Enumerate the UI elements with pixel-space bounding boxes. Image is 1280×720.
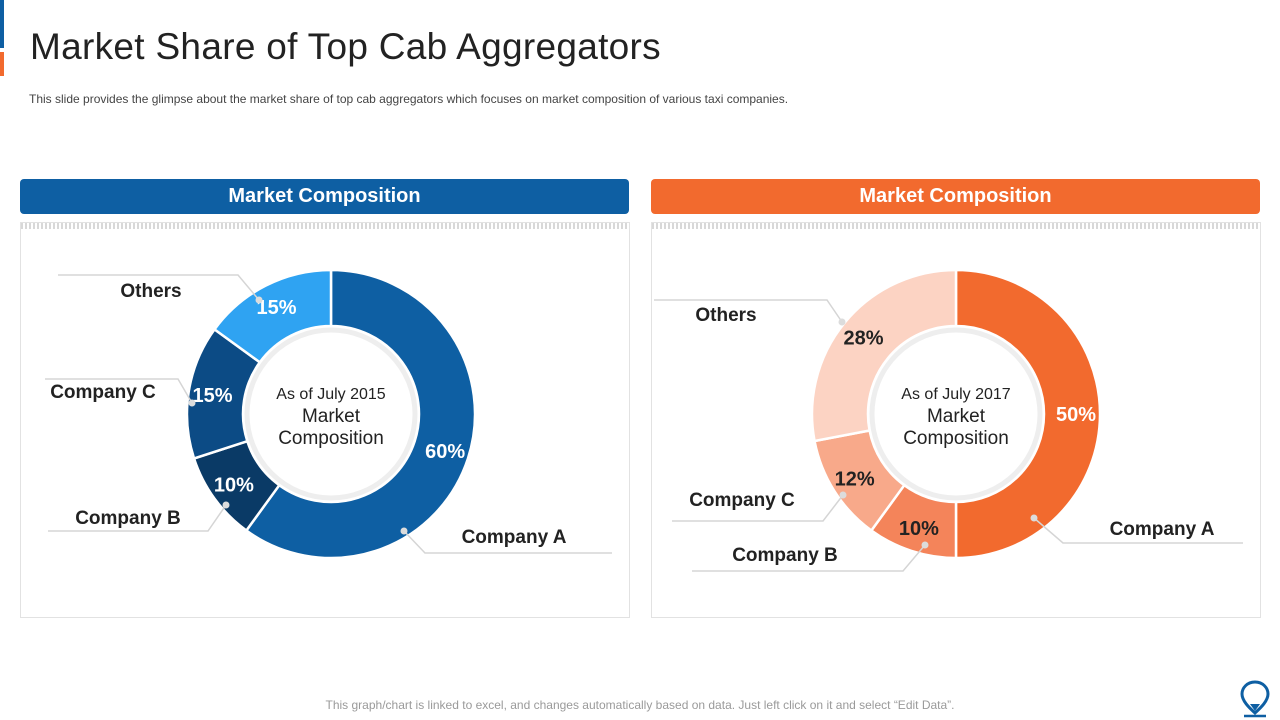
donut-2015-center [244, 327, 418, 501]
donut-2017-center-text: Market [927, 406, 986, 427]
panel-header-2017: Market Composition [651, 179, 1260, 214]
donut-2017-leader-dot [1030, 514, 1038, 522]
page-subtitle: This slide provides the glimpse about th… [29, 92, 789, 106]
donut-2015-category-label: Company C [50, 382, 156, 403]
donut-2017-leader-dot [921, 541, 929, 549]
donut-2017-category-label: Company A [1110, 519, 1215, 540]
panel-header-2015: Market Composition [20, 179, 629, 214]
footer-note: This graph/chart is linked to excel, and… [325, 698, 955, 712]
donut-2017-value-label: 12% [835, 468, 875, 490]
panel-stripe [21, 223, 629, 229]
donut-2015-leader-dot [222, 501, 230, 509]
donut-2017-center [869, 327, 1043, 501]
donut-2017-leader-line [654, 299, 843, 323]
donut-2017-leader-dot [839, 491, 847, 499]
donut-2017-value-label: 50% [1056, 404, 1096, 426]
donut-2017-center-text: Composition [903, 428, 1009, 449]
chart-panel-2015 [20, 222, 630, 618]
donut-2015-value-label: 15% [257, 297, 297, 319]
donut-2015-leader-line [58, 274, 260, 301]
donut-2015-category-label: Others [120, 281, 181, 302]
donut-2017-leader-line [692, 544, 926, 572]
donut-2017-category-label: Company C [689, 490, 795, 511]
donut-2015-leader-dot [400, 527, 408, 535]
location-pin-icon [1240, 680, 1270, 718]
donut-2017-category-label: Others [695, 305, 756, 326]
donut-2017-slice-others [810, 268, 958, 443]
accent-bar-blue [0, 0, 4, 48]
donut-2017-slice-company-a [954, 268, 1102, 560]
donut-2017-leader-line [672, 494, 844, 522]
donut-2015-category-label: Company B [75, 508, 181, 529]
donut-2015-value-label: 15% [192, 385, 232, 407]
donut-2017-leader-dot [838, 318, 846, 326]
donut-2017-leader-line [1033, 517, 1243, 544]
donut-2015-center-text: Composition [278, 428, 384, 449]
donut-2017-center-text: As of July 2017 [901, 386, 1011, 403]
chart-panel-2017 [651, 222, 1261, 618]
donut-2015-slice-others [212, 268, 333, 365]
accent-bar-orange [0, 52, 4, 76]
donut-2015-leader-dot [255, 296, 263, 304]
donut-2015-leader-line [45, 378, 193, 404]
donut-2015-leader-dot [188, 399, 196, 407]
donut-2015-leader-line [48, 504, 227, 532]
donut-2015-leader-line [403, 530, 612, 554]
donut-2015-value-label: 60% [425, 441, 465, 463]
donut-2017-value-label: 10% [899, 518, 939, 540]
donut-2017-category-label: Company B [732, 545, 838, 566]
donut-2015-category-label: Company A [462, 527, 567, 548]
page-title: Market Share of Top Cab Aggregators [30, 26, 661, 67]
donut-2015-center-text: Market [302, 406, 361, 427]
donut-2015-value-label: 10% [214, 475, 254, 497]
panel-stripe [652, 223, 1260, 229]
donut-2017-value-label: 28% [844, 328, 884, 350]
donut-2015-center-text: As of July 2015 [276, 386, 386, 403]
donut-2015-slice-company-a [244, 268, 477, 560]
